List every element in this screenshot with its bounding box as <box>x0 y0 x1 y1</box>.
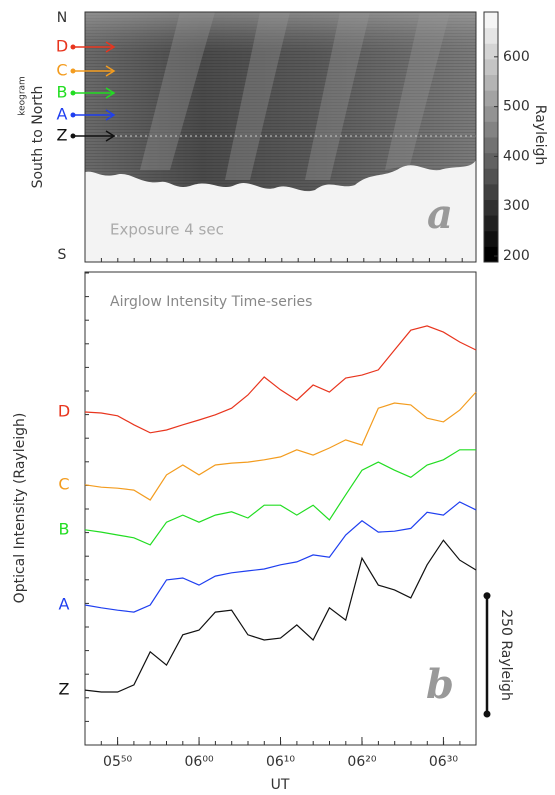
y-axis-label: Optical Intensity (Rayleigh) <box>12 413 28 604</box>
south-label: S <box>58 247 67 263</box>
arrow-label: A <box>57 105 68 124</box>
arrow-head <box>105 87 116 99</box>
keogram-y-label: South to North <box>30 86 46 189</box>
plot-frame <box>84 271 477 746</box>
colorbar-band <box>484 105 498 122</box>
colorbar-band <box>484 90 498 107</box>
colorbar-band <box>484 121 498 138</box>
series-line <box>84 391 477 501</box>
plot-title: Airglow Intensity Time-series <box>110 294 312 310</box>
colorbar-band <box>484 137 498 154</box>
series-line <box>84 449 476 546</box>
series-label: Z <box>59 680 70 699</box>
series-line <box>84 501 477 613</box>
panel-label: a <box>427 191 453 238</box>
colorbar-band <box>484 74 498 91</box>
series-line <box>84 325 477 434</box>
colorbar-band <box>484 58 498 75</box>
arrow-label: C <box>56 61 67 80</box>
keogram-streaks <box>140 12 450 180</box>
colorbar-band <box>484 246 498 263</box>
series-label: C <box>58 474 69 493</box>
colorbar-band <box>484 183 498 200</box>
keogram-frame <box>84 11 477 263</box>
x-tick-label: 05⁵⁰ <box>103 754 132 770</box>
colorbar-tick-label: 600 <box>503 49 530 65</box>
series-label: A <box>59 594 70 613</box>
arrow-head <box>105 109 116 121</box>
colorbar-band <box>484 43 498 60</box>
colorbar-band <box>484 230 498 247</box>
scale-bar-end <box>483 592 491 600</box>
colorbar-tick-label: 200 <box>503 248 530 264</box>
x-tick-label: 06⁰⁰ <box>185 754 214 770</box>
exposure-label: Exposure 4 sec <box>110 221 224 239</box>
colorbar-tick-label: 300 <box>503 198 530 214</box>
x-axis-label: UT <box>271 777 290 793</box>
colorbar-label: Rayleigh <box>532 105 548 165</box>
colorbar-tick-label: 500 <box>503 99 530 115</box>
arrow-label: Z <box>57 126 68 145</box>
panel-label: b <box>426 661 454 708</box>
colorbar-frame <box>483 11 499 263</box>
colorbar-tick-label: 400 <box>503 148 530 164</box>
series-line <box>84 539 477 693</box>
arrow-head <box>105 65 116 77</box>
x-tick-label: 06¹⁰ <box>266 754 295 770</box>
arrow-head <box>105 41 116 53</box>
series-label: B <box>59 519 70 538</box>
x-tick-label: 06³⁰ <box>429 754 458 770</box>
keogram-y-label-super: keogram <box>18 76 28 116</box>
scale-bar-end <box>483 710 491 718</box>
colorbar-band <box>484 27 498 44</box>
x-tick-label: 06²⁰ <box>347 754 376 770</box>
colorbar-band <box>484 152 498 169</box>
north-label: N <box>57 10 67 26</box>
arrow-label: B <box>57 83 68 102</box>
arrow-label: D <box>56 37 68 56</box>
keogram-shade <box>85 12 476 172</box>
scale-bar-label: 250 Rayleigh <box>498 609 514 701</box>
arrow-head <box>105 130 116 142</box>
series-label: D <box>58 402 70 421</box>
colorbar-band <box>484 199 498 216</box>
colorbar-band <box>484 215 498 232</box>
colorbar-band <box>484 12 498 29</box>
colorbar-band <box>484 168 498 185</box>
